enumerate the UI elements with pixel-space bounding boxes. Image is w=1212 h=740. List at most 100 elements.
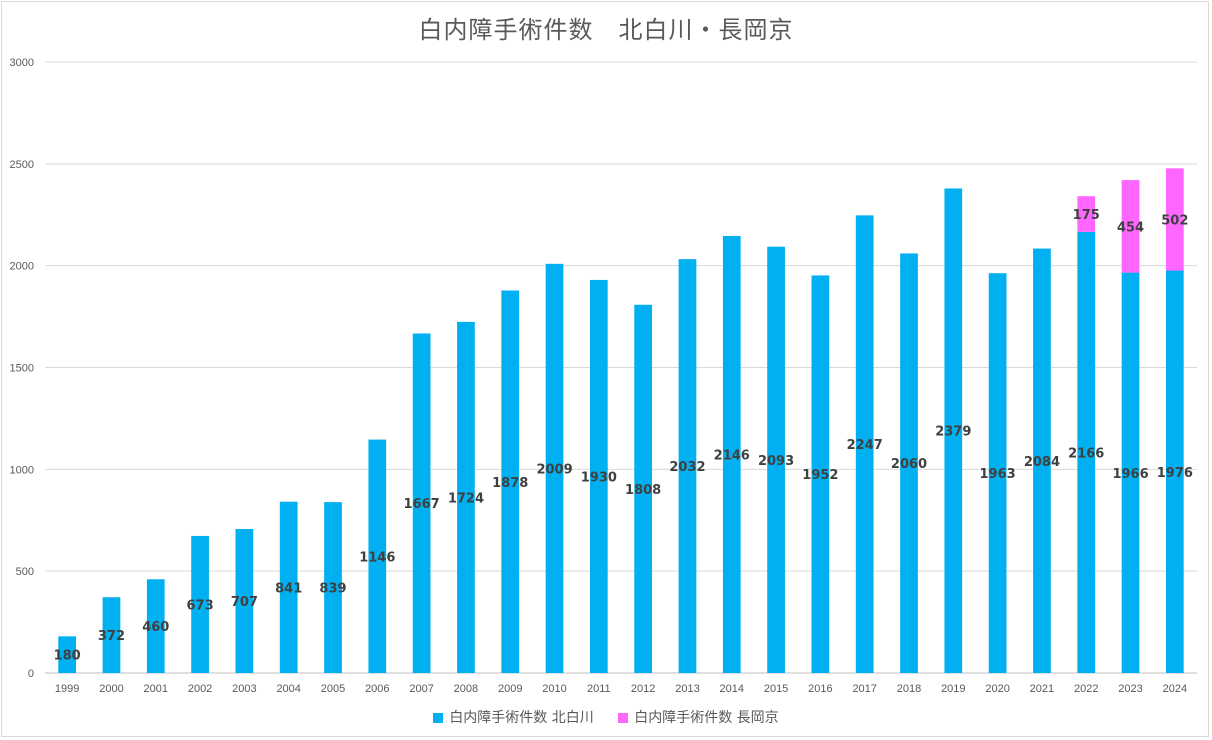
- x-tick-label: 1999: [55, 683, 79, 695]
- bar-kitashirakawa-2007: [412, 333, 431, 673]
- y-tick-label: 1000: [10, 464, 34, 476]
- data-label-kitashirakawa-2000: 372: [98, 629, 125, 644]
- bar-kitashirakawa-2005: [324, 502, 342, 673]
- data-label-kitashirakawa-2021: 2084: [1024, 455, 1060, 470]
- data-label-kitashirakawa-2019: 2379: [935, 425, 971, 440]
- bar-kitashirakawa-2022: [1077, 231, 1096, 673]
- x-axis: 1999 2000 2001 2002 2003 2004 2005 2006 2007 2008…: [55, 683, 1187, 695]
- data-label-kitashirakawa-2014: 2146: [714, 448, 750, 463]
- x-tick-label: 2001: [144, 683, 168, 695]
- bar-nagaokakyo-2022: [1077, 196, 1096, 232]
- gridlines: [45, 61, 1197, 674]
- bars: [58, 168, 1184, 674]
- x-tick-label: 2005: [321, 683, 345, 695]
- bar-kitashirakawa-2011: [589, 279, 608, 673]
- x-tick-label: 2023: [1118, 683, 1142, 695]
- bar-nagaokakyo-2023: [1121, 180, 1140, 273]
- x-tick-label: 2017: [852, 683, 876, 695]
- y-tick-label: 2000: [10, 261, 34, 273]
- x-tick-label: 2008: [454, 683, 478, 695]
- data-label-kitashirakawa-2012: 1808: [625, 483, 661, 498]
- bar-kitashirakawa-2003: [235, 529, 254, 673]
- data-label-kitashirakawa-2002: 673: [187, 598, 214, 613]
- bar-kitashirakawa-2008: [457, 321, 475, 673]
- bar-kitashirakawa-2015: [767, 246, 785, 674]
- data-label-kitashirakawa-2022: 2166: [1068, 446, 1104, 461]
- x-tick-label: 2011: [587, 683, 611, 695]
- data-label-kitashirakawa-2009: 1878: [492, 476, 528, 491]
- data-label-kitashirakawa-2005: 839: [319, 582, 346, 597]
- x-tick-label: 2004: [276, 683, 300, 695]
- y-tick-label: 1500: [10, 363, 34, 375]
- x-tick-label: 2010: [542, 683, 566, 695]
- data-label-kitashirakawa-2016: 1952: [802, 468, 838, 483]
- x-tick-label: 2014: [720, 683, 744, 695]
- legend: 白内障手術件数 北白川 白内障手術件数 長岡京: [0, 707, 1212, 727]
- bar-kitashirakawa-2020: [988, 273, 1007, 673]
- data-label-kitashirakawa-2008: 1724: [448, 491, 484, 506]
- bar-kitashirakawa-2018: [900, 253, 918, 674]
- bar-kitashirakawa-2002: [191, 535, 209, 673]
- data-label-kitashirakawa-2013: 2032: [669, 460, 705, 475]
- bar-kitashirakawa-2010: [545, 263, 564, 673]
- y-tick-label: 0: [28, 668, 34, 680]
- data-label-kitashirakawa-2006: 1146: [359, 550, 395, 565]
- data-label-kitashirakawa-2001: 460: [142, 620, 169, 635]
- bar-kitashirakawa-2014: [722, 235, 741, 673]
- bar-kitashirakawa-2001: [146, 579, 165, 673]
- y-axis: 0 500 1000 1500 2000 2500 3000: [10, 57, 34, 680]
- data-label-kitashirakawa-2018: 2060: [891, 457, 927, 472]
- x-tick-label: 2020: [985, 683, 1009, 695]
- bar-kitashirakawa-2021: [1033, 248, 1051, 674]
- bar-nagaokakyo-2024: [1165, 168, 1184, 271]
- bar-kitashirakawa-2009: [501, 290, 520, 673]
- data-label-kitashirakawa-2017: 2247: [847, 438, 883, 453]
- data-label-kitashirakawa-2024: 1976: [1157, 466, 1193, 481]
- data-label-nagaokakyo-2022: 175: [1073, 208, 1100, 223]
- bar-kitashirakawa-2012: [634, 304, 653, 673]
- data-label-kitashirakawa-2004: 841: [275, 581, 302, 596]
- bar-kitashirakawa-2019: [944, 188, 963, 674]
- bar-kitashirakawa-1999: [58, 636, 77, 673]
- x-tick-label: 2022: [1074, 683, 1098, 695]
- data-label-kitashirakawa-1999: 180: [54, 649, 81, 664]
- y-tick-label: 2500: [10, 159, 34, 171]
- x-tick-label: 2016: [808, 683, 832, 695]
- data-label-kitashirakawa-2007: 1667: [404, 497, 440, 512]
- bar-kitashirakawa-2016: [811, 275, 830, 673]
- legend-swatch-kitashirakawa: [433, 713, 444, 723]
- data-label-kitashirakawa-2003: 707: [231, 595, 258, 610]
- legend-label-kitashirakawa: 白内障手術件数 北白川: [449, 710, 594, 726]
- legend-label-nagaokakyo: 白内障手術件数 長岡京: [634, 710, 779, 726]
- y-tick-label: 3000: [10, 57, 34, 69]
- bar-kitashirakawa-2004: [279, 501, 298, 673]
- chart-title: 白内障手術件数 北白川・長岡京: [418, 16, 794, 44]
- x-tick-label: 2024: [1163, 683, 1187, 695]
- x-tick-label: 2009: [498, 683, 522, 695]
- x-tick-label: 2015: [764, 683, 788, 695]
- legend-item-nagaokakyo: 白内障手術件数 長岡京: [618, 707, 779, 727]
- x-tick-label: 2013: [675, 683, 699, 695]
- data-label-kitashirakawa-2011: 1930: [581, 470, 617, 485]
- data-label-kitashirakawa-2010: 2009: [536, 462, 572, 477]
- bar-kitashirakawa-2000: [102, 597, 121, 673]
- y-tick-label: 500: [16, 566, 34, 578]
- legend-swatch-nagaokakyo: [618, 713, 629, 723]
- data-labels: 180 372 460 673 707 841 839 1146 1667 1724 1878 200…: [54, 208, 1193, 664]
- x-tick-label: 2007: [409, 683, 433, 695]
- data-label-kitashirakawa-2023: 1966: [1112, 467, 1148, 482]
- x-tick-label: 2021: [1030, 683, 1054, 695]
- data-label-nagaokakyo-2024: 502: [1161, 213, 1188, 228]
- bar-kitashirakawa-2017: [855, 215, 874, 673]
- legend-item-kitashirakawa: 白内障手術件数 北白川: [433, 707, 594, 727]
- bar-kitashirakawa-2013: [678, 259, 697, 673]
- x-tick-label: 2002: [188, 683, 212, 695]
- x-tick-label: 2003: [232, 683, 256, 695]
- data-label-nagaokakyo-2023: 454: [1117, 220, 1144, 235]
- x-tick-label: 2012: [631, 683, 655, 695]
- bar-kitashirakawa-2006: [368, 439, 387, 673]
- bar-kitashirakawa-2024: [1165, 270, 1184, 673]
- x-tick-label: 2006: [365, 683, 389, 695]
- x-tick-label: 2018: [897, 683, 921, 695]
